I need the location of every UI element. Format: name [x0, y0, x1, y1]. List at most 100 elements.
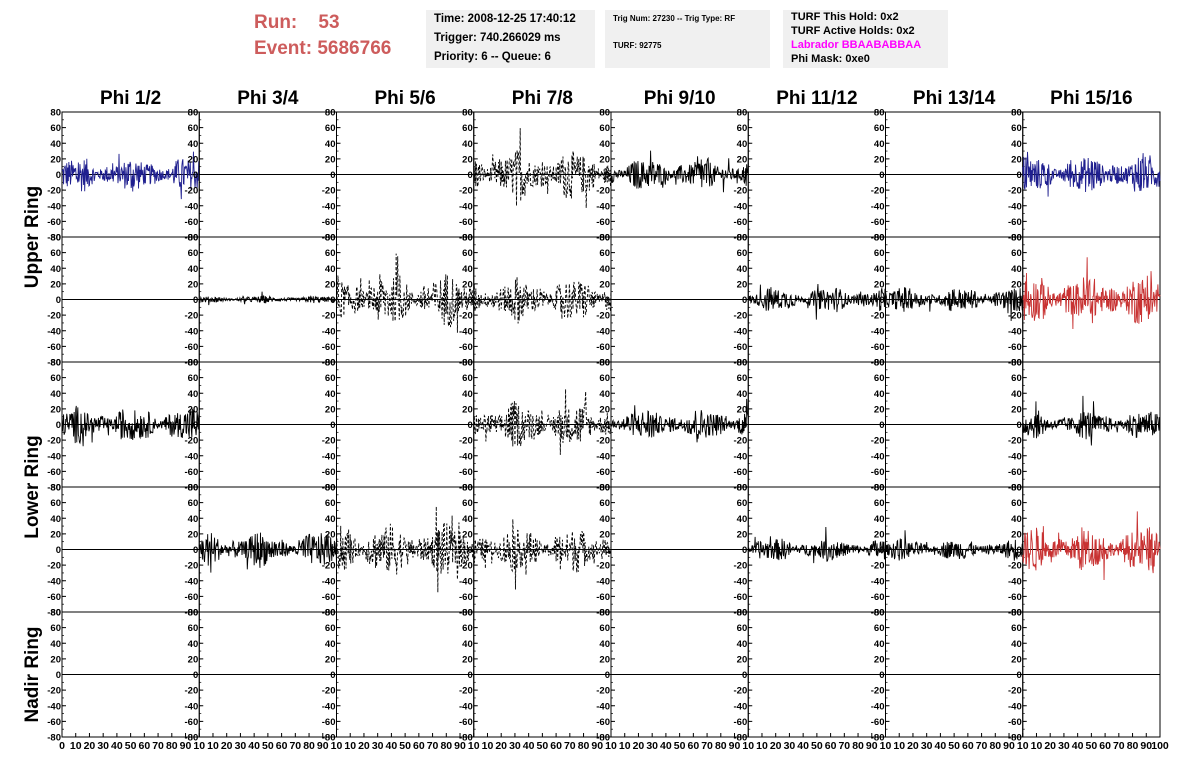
x-tick-label: 30 — [509, 740, 521, 752]
panel-r4-c5: -80 -60 -40 -20 0 20 40 60 80 — [596, 483, 749, 619]
y-tick-label: 20 — [874, 529, 885, 540]
waveform-trace — [1022, 151, 1161, 197]
y-tick-label: 20 — [188, 654, 199, 665]
y-tick-label: 40 — [599, 139, 610, 150]
waveform-trace — [198, 291, 337, 306]
x-tick-label: 80 — [989, 740, 1001, 752]
y-tick-label: -20 — [871, 311, 885, 322]
x-tick-label: 40 — [1072, 740, 1084, 752]
y-tick-label: -40 — [1008, 701, 1022, 712]
y-tick-label: -80 — [185, 608, 199, 619]
y-tick-label: 40 — [462, 264, 473, 275]
y-tick-label: -20 — [185, 686, 199, 697]
panel-r5-c7: -80 -60 -40 -20 0 20 40 60 80 — [871, 608, 1024, 744]
y-tick-label: 60 — [737, 623, 748, 634]
y-tick-label: 20 — [188, 154, 199, 165]
y-tick-label: -40 — [596, 576, 610, 587]
y-tick-label: 0 — [330, 170, 335, 181]
y-tick-label: 20 — [1011, 279, 1022, 290]
y-tick-label: 60 — [599, 248, 610, 259]
panel-r3-c5: -80 -60 -40 -20 0 20 40 60 80 — [596, 358, 749, 494]
y-tick-label: -40 — [734, 576, 748, 587]
x-tick-label: 10 — [1017, 740, 1029, 752]
waveform-trace — [1022, 395, 1161, 446]
y-tick-label: -80 — [322, 358, 336, 369]
y-tick-label: 80 — [599, 608, 610, 619]
panel-r5-c5: -80 -60 -40 -20 0 20 40 60 80 — [596, 608, 749, 744]
x-tick-label: 100 — [1151, 740, 1169, 752]
y-tick-label: 80 — [188, 608, 199, 619]
y-tick-label: -20 — [47, 561, 61, 572]
y-tick-label: 0 — [193, 420, 198, 431]
y-tick-label: -20 — [322, 186, 336, 197]
x-tick-label: 20 — [84, 740, 96, 752]
y-tick-label: 20 — [188, 279, 199, 290]
run-event-block: Run: 53 Event: 5686766 — [254, 10, 424, 70]
y-tick-label: 20 — [325, 279, 336, 290]
x-tick-label: 10 — [1031, 740, 1043, 752]
y-tick-label: 0 — [56, 420, 61, 431]
y-tick-label: -20 — [596, 561, 610, 572]
y-tick-label: 40 — [599, 264, 610, 275]
y-tick-label: -60 — [734, 342, 748, 353]
y-tick-label: -80 — [1008, 233, 1022, 244]
x-tick-label: 40 — [386, 740, 398, 752]
y-tick-label: -40 — [47, 451, 61, 462]
panel-r1-c5: -80 -60 -40 -20 0 20 40 60 80 — [596, 108, 749, 244]
x-tick-label: 30 — [646, 740, 658, 752]
x-tick-label: 10 — [619, 740, 631, 752]
y-tick-label: 80 — [1011, 608, 1022, 619]
x-tick-label: 20 — [770, 740, 782, 752]
y-tick-label: 20 — [737, 529, 748, 540]
y-tick-label: 0 — [193, 295, 198, 306]
panel-r3-c2: -80 -60 -40 -20 0 20 40 60 80 — [185, 358, 337, 494]
y-tick-label: -60 — [871, 717, 885, 728]
y-tick-label: 0 — [330, 295, 335, 306]
column-title-3: Phi 5/6 — [375, 88, 436, 109]
y-tick-label: 60 — [50, 123, 61, 134]
y-tick-label: -80 — [459, 233, 473, 244]
x-tick-label: 40 — [523, 740, 535, 752]
y-tick-label: -80 — [185, 483, 199, 494]
y-tick-label: 0 — [742, 295, 747, 306]
y-tick-label: -60 — [185, 717, 199, 728]
waveform-trace — [1022, 257, 1161, 330]
y-tick-label: 60 — [50, 248, 61, 259]
y-tick-label: 20 — [1011, 404, 1022, 415]
y-tick-label: -20 — [734, 561, 748, 572]
x-tick-label: 60 — [688, 740, 700, 752]
x-tick-label: 40 — [111, 740, 123, 752]
y-tick-label: 40 — [1011, 139, 1022, 150]
x-tick-label: 90 — [591, 740, 603, 752]
y-tick-label: 80 — [462, 108, 473, 119]
x-tick-label: 70 — [1113, 740, 1125, 752]
panel-r3-c3: -80 -60 -40 -20 0 20 40 60 80 — [322, 358, 475, 494]
y-tick-label: 20 — [462, 654, 473, 665]
y-tick-label: 40 — [737, 514, 748, 525]
y-tick-label: -20 — [596, 186, 610, 197]
y-tick-label: 40 — [1011, 514, 1022, 525]
x-tick-label: 70 — [564, 740, 576, 752]
y-tick-label: 20 — [50, 404, 61, 415]
y-tick-label: -20 — [734, 436, 748, 447]
waveform-trace — [473, 519, 612, 590]
panel-r5-c2: -80 -60 -40 -20 0 20 40 60 80 — [185, 608, 337, 744]
x-tick-label: 60 — [139, 740, 151, 752]
y-tick-label: 20 — [462, 279, 473, 290]
y-tick-label: -40 — [185, 451, 199, 462]
y-tick-label: 0 — [605, 420, 610, 431]
y-tick-label: -20 — [1008, 186, 1022, 197]
y-tick-label: 80 — [874, 483, 885, 494]
y-tick-label: 40 — [325, 389, 336, 400]
y-tick-label: 0 — [330, 420, 335, 431]
y-tick-label: 60 — [599, 373, 610, 384]
x-tick-label: 10 — [742, 740, 754, 752]
panel-r5-c8: -80 -60 -40 -20 0 20 40 60 80 — [1008, 608, 1161, 744]
y-tick-label: -80 — [871, 733, 885, 744]
y-tick-label: -60 — [1008, 467, 1022, 478]
column-title-2: Phi 3/4 — [237, 88, 299, 109]
y-tick-label: -20 — [459, 436, 473, 447]
y-tick-label: 20 — [462, 404, 473, 415]
y-tick-label: 20 — [874, 654, 885, 665]
panel-r2-c3: -80 -60 -40 -20 0 20 40 60 80 — [322, 233, 475, 369]
